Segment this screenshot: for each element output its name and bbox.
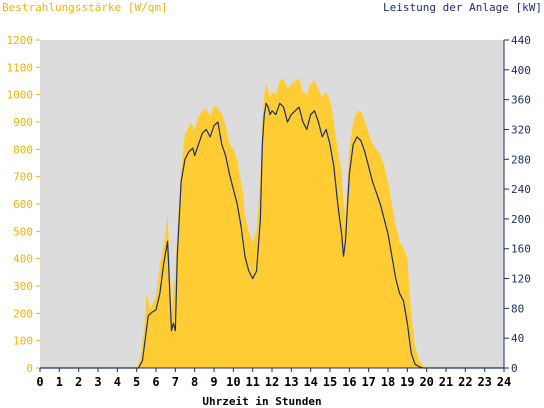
bottom-tick-label: 21 (439, 375, 453, 389)
left-tick-label: 500 (13, 225, 33, 238)
left-tick-label: 700 (13, 171, 33, 184)
left-tick-label: 600 (13, 198, 33, 211)
left-tick-label: 300 (13, 280, 33, 293)
right-tick-label: 360 (511, 94, 531, 107)
bottom-tick-label: 9 (210, 375, 217, 389)
bottom-tick-label: 17 (361, 375, 375, 389)
bottom-tick-label: 4 (114, 375, 121, 389)
bottom-tick-label: 12 (265, 375, 279, 389)
right-tick-label: 280 (511, 153, 531, 166)
bottom-tick-label: 6 (152, 375, 159, 389)
bottom-tick-label: 14 (303, 375, 317, 389)
bottom-tick-label: 2 (75, 375, 82, 389)
bottom-tick-label: 10 (226, 375, 240, 389)
left-tick-label: 1000 (7, 89, 34, 102)
right-tick-label: 200 (511, 213, 531, 226)
right-tick-label: 320 (511, 123, 531, 136)
bottom-tick-label: 20 (419, 375, 433, 389)
right-tick-label: 80 (511, 302, 524, 315)
left-tick-label: 1100 (7, 61, 34, 74)
power-line (40, 102, 504, 369)
right-tick-label: 40 (511, 332, 524, 345)
bottom-tick-label: 11 (245, 375, 259, 389)
left-tick-label: 400 (13, 253, 33, 266)
right-tick-label: 400 (511, 64, 531, 77)
right-axis-title: Leistung der Anlage [kW] (383, 1, 542, 14)
right-tick-label: 120 (511, 273, 531, 286)
right-tick-label: 440 (511, 34, 531, 47)
right-tick-label: 240 (511, 183, 531, 196)
bottom-tick-label: 15 (323, 375, 337, 389)
bottom-tick-label: 8 (191, 375, 198, 389)
bottom-tick-label: 7 (172, 375, 179, 389)
bottom-tick-label: 16 (342, 375, 356, 389)
bottom-tick-label: 18 (381, 375, 395, 389)
left-tick-label: 200 (13, 307, 33, 320)
bottom-tick-label: 23 (477, 375, 491, 389)
bottom-tick-label: 24 (497, 375, 511, 389)
bottom-tick-label: 1 (56, 375, 63, 389)
x-axis-title: Uhrzeit in Stunden (202, 395, 321, 408)
left-axis-title: Bestrahlungsstärke [W/qm] (2, 1, 168, 14)
left-tick-label: 1200 (7, 34, 34, 47)
bottom-tick-label: 22 (458, 375, 472, 389)
bottom-tick-label: 19 (400, 375, 414, 389)
left-tick-label: 900 (13, 116, 33, 129)
left-axis-ticks: 0 100 200 300 400 500 600 700 800 900 1000 1100 1200 (7, 34, 40, 375)
bottom-tick-label: 13 (284, 375, 298, 389)
bottom-tick-label: 0 (36, 375, 43, 389)
right-tick-label: 160 (511, 243, 531, 256)
left-tick-label: 0 (26, 362, 33, 375)
bottom-tick-label: 5 (133, 375, 140, 389)
bottom-tick-label: 3 (94, 375, 101, 389)
left-tick-label: 100 (13, 335, 33, 348)
right-tick-label: 0 (511, 362, 518, 375)
left-tick-label: 800 (13, 143, 33, 156)
right-axis-ticks: 0 40 80 120 160 200 240 280 320 360 400 440 (504, 34, 531, 375)
irradiance-area (40, 78, 504, 369)
bottom-axis-ticks: 0 1 2 3 4 5 6 7 8 9 10 11 12 13 14 15 16 17 18 19 20 21 22 23 24 (36, 368, 511, 389)
